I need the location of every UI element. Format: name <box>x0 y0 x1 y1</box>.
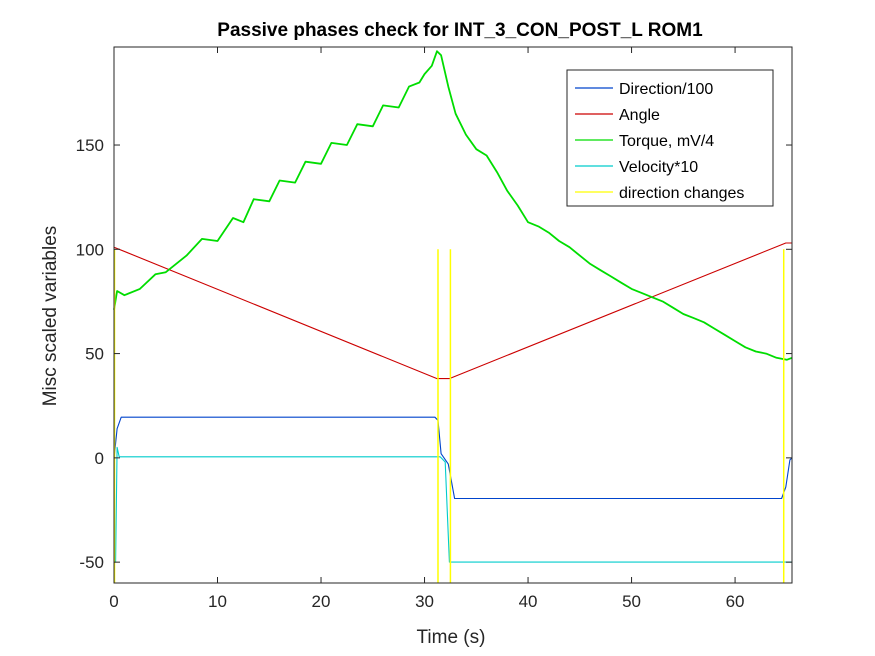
series-layer <box>113 50 793 583</box>
series-direction-100 <box>113 416 793 500</box>
legend-label: Angle <box>619 107 660 124</box>
legend-label: Torque, mV/4 <box>619 133 714 150</box>
x-tick-label: 60 <box>726 592 745 611</box>
y-tick-label: 0 <box>95 449 104 468</box>
legend-box <box>566 69 774 207</box>
x-tick-label: 10 <box>208 592 227 611</box>
x-axis-label: Time (s) <box>417 627 486 648</box>
x-tick-label: 50 <box>622 592 641 611</box>
series-torque-mv-4 <box>113 50 793 361</box>
series-velocity-10 <box>114 446 792 563</box>
y-tick-label: 100 <box>76 240 104 259</box>
x-tick-label: 40 <box>519 592 538 611</box>
x-tick-label: 30 <box>415 592 434 611</box>
series-angle <box>113 242 792 380</box>
y-axis-label: Misc scaled variables <box>40 226 61 407</box>
chart-title: Passive phases check for INT_3_CON_POST_… <box>217 20 703 41</box>
y-tick-label: -50 <box>79 553 104 572</box>
legend: Direction/100 Angle Torque, mV/4 Velocity*1… <box>566 69 774 207</box>
axes-box <box>113 46 793 584</box>
y-tick-label: 150 <box>76 136 104 155</box>
legend-label: direction changes <box>619 185 744 202</box>
x-tick-label: 20 <box>312 592 331 611</box>
ticks-layer: 0 10 20 30 40 50 60 -50 0 50 100 150 <box>76 47 792 611</box>
legend-label: Velocity*10 <box>619 159 698 176</box>
y-tick-label: 50 <box>85 345 104 364</box>
x-tick-label: 0 <box>109 592 118 611</box>
legend-label: Direction/100 <box>619 81 713 98</box>
